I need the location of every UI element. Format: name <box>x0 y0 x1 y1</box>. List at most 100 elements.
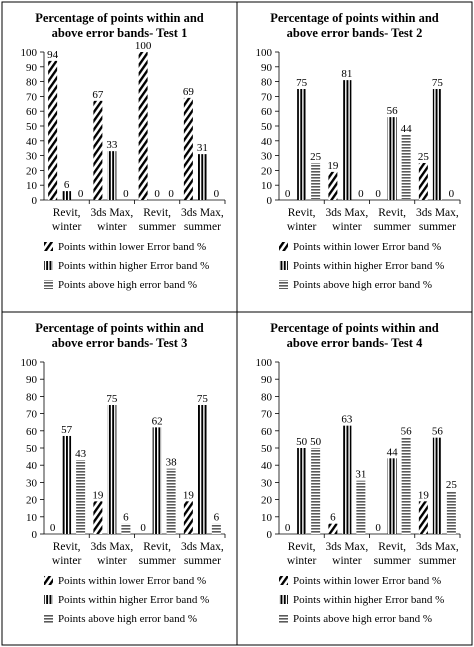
y-tick-label: 80 <box>261 391 273 403</box>
data-label: 69 <box>183 86 195 98</box>
data-label: 6 <box>330 512 336 524</box>
y-tick-label: 90 <box>26 62 38 74</box>
y-tick-label: 100 <box>256 47 273 59</box>
y-tick-label: 70 <box>261 409 273 421</box>
data-label: 6 <box>64 179 70 191</box>
bar <box>197 405 207 534</box>
data-label: 6 <box>123 512 129 524</box>
legend-swatch <box>44 595 53 604</box>
y-tick-label: 0 <box>32 195 38 207</box>
y-tick-label: 10 <box>26 512 38 524</box>
legend-swatch <box>44 576 53 585</box>
panel-border <box>236 311 473 646</box>
x-tick-label: Revit, winter <box>52 207 82 233</box>
bar <box>107 151 117 200</box>
y-tick-label: 50 <box>26 443 38 455</box>
bar <box>297 448 307 534</box>
y-tick-label: 100 <box>21 357 38 369</box>
data-label: 75 <box>197 393 209 405</box>
x-tick-label: Revit, winter <box>52 541 82 567</box>
y-tick-label: 60 <box>26 426 38 438</box>
y-tick-label: 20 <box>26 165 38 177</box>
data-label: 25 <box>446 479 458 491</box>
data-label: 0 <box>168 188 174 200</box>
bar <box>401 437 411 534</box>
data-label: 0 <box>375 522 381 534</box>
data-label: 67 <box>92 89 104 101</box>
legend-swatch <box>44 614 53 623</box>
data-label: 0 <box>375 188 381 200</box>
legend-swatch <box>44 242 53 251</box>
chart-title: Percentage of points within and above err… <box>270 11 439 40</box>
y-tick-label: 100 <box>21 47 38 59</box>
y-tick-label: 80 <box>261 77 273 89</box>
y-tick-label: 70 <box>261 91 273 103</box>
x-tick-label: Revit, summer <box>374 207 411 233</box>
data-label: 62 <box>152 415 163 427</box>
chart-panel-3: Percentage of points within and above err… <box>1 311 238 646</box>
legend-label: Points above high error band % <box>58 279 197 291</box>
data-label: 6 <box>214 512 220 524</box>
legend-label: Points above high error band % <box>58 613 197 625</box>
data-label: 0 <box>214 188 220 200</box>
data-label: 57 <box>61 424 73 436</box>
data-label: 33 <box>106 139 118 151</box>
y-tick-label: 20 <box>261 165 273 177</box>
legend-swatch <box>279 595 288 604</box>
data-label: 19 <box>183 489 195 501</box>
legend-swatch <box>279 280 288 289</box>
y-tick-label: 90 <box>261 374 273 386</box>
legend-swatch <box>279 261 288 270</box>
legend-label: Points within higher Error band % <box>293 260 444 272</box>
bar <box>387 458 397 534</box>
legend-swatch <box>44 280 53 289</box>
x-tick-label: 3ds Max, winter <box>90 541 133 567</box>
data-label: 38 <box>166 457 178 469</box>
bar <box>418 501 428 534</box>
x-tick-label: 3ds Max, summer <box>416 541 459 567</box>
bar <box>166 468 176 534</box>
bar <box>432 89 442 200</box>
y-tick-label: 10 <box>261 512 273 524</box>
data-label: 0 <box>358 188 364 200</box>
data-label: 56 <box>432 426 444 438</box>
chart-title: Percentage of points within and above err… <box>270 321 439 350</box>
y-tick-label: 0 <box>267 529 273 541</box>
bar <box>387 117 397 200</box>
y-tick-label: 100 <box>256 357 273 369</box>
x-tick-label: Revit, winter <box>287 207 317 233</box>
bar <box>418 163 428 200</box>
y-tick-label: 10 <box>26 180 38 192</box>
data-label: 0 <box>154 188 160 200</box>
y-tick-label: 10 <box>261 180 273 192</box>
bar <box>446 491 456 534</box>
bar <box>152 427 162 534</box>
chart-panel-4: Percentage of points within and above err… <box>236 311 473 646</box>
bar <box>432 437 442 534</box>
data-label: 25 <box>310 151 322 163</box>
y-tick-label: 60 <box>261 106 273 118</box>
bar <box>76 460 86 534</box>
bar <box>211 523 221 534</box>
y-tick-label: 60 <box>26 106 38 118</box>
x-tick-label: 3ds Max, summer <box>181 207 224 233</box>
data-label: 50 <box>296 436 308 448</box>
panel-border <box>1 311 238 646</box>
data-label: 81 <box>341 68 352 80</box>
data-label: 56 <box>401 426 413 438</box>
y-tick-label: 60 <box>261 426 273 438</box>
bar <box>356 480 366 534</box>
data-label: 43 <box>75 448 87 460</box>
x-tick-label: Revit, summer <box>374 541 411 567</box>
y-tick-label: 30 <box>26 151 38 163</box>
y-tick-label: 30 <box>261 477 273 489</box>
chart-title: Percentage of points within and above err… <box>35 321 204 350</box>
data-label: 56 <box>387 105 399 117</box>
data-label: 63 <box>341 414 353 426</box>
y-tick-label: 50 <box>261 443 273 455</box>
y-tick-label: 40 <box>261 460 273 472</box>
data-label: 31 <box>355 469 366 481</box>
data-label: 0 <box>50 522 56 534</box>
data-label: 75 <box>106 393 118 405</box>
